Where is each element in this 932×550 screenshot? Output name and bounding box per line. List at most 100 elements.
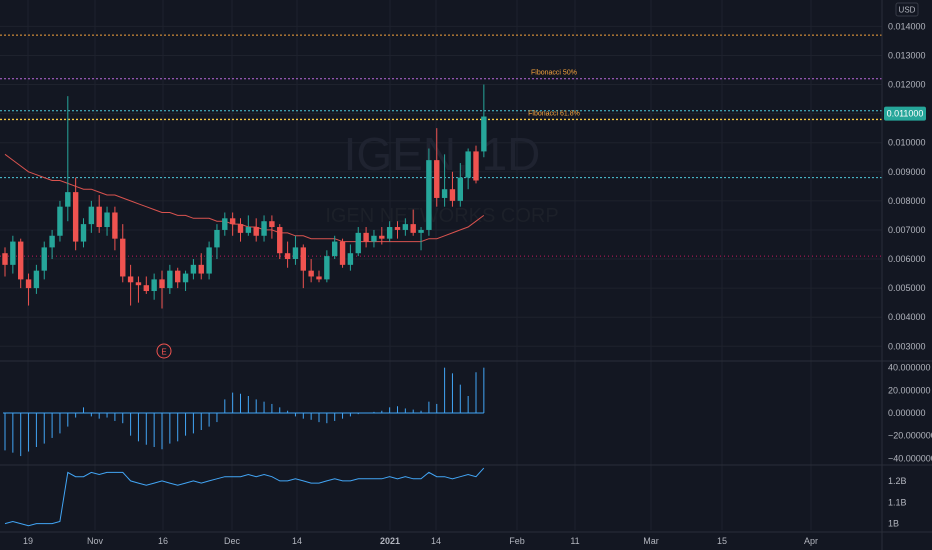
candle[interactable] [182, 270, 189, 292]
candle-body [465, 151, 471, 178]
candle[interactable] [308, 259, 314, 283]
candle-body [308, 270, 314, 277]
currency-label: USD [899, 6, 916, 15]
candle[interactable] [332, 235, 338, 260]
candle[interactable] [198, 253, 204, 280]
candle[interactable] [402, 218, 409, 236]
candle-body [371, 235, 377, 242]
candle[interactable] [363, 227, 369, 248]
obv-axis[interactable]: 1.2B 1.1B 1B [888, 476, 907, 529]
price-tick-label: 0.004000 [888, 312, 926, 322]
candle[interactable] [151, 273, 157, 300]
candle[interactable] [72, 177, 79, 251]
candle[interactable] [292, 235, 299, 265]
candle[interactable] [347, 244, 354, 271]
candle-body [300, 247, 306, 271]
candle[interactable] [277, 224, 283, 260]
candle[interactable] [284, 241, 291, 268]
candle[interactable] [96, 195, 102, 233]
candle-body [434, 160, 440, 198]
candle[interactable] [261, 215, 267, 242]
candle[interactable] [410, 209, 416, 236]
time-tick-label: Nov [87, 536, 104, 546]
candle[interactable] [222, 212, 228, 236]
candle-body [112, 212, 118, 239]
candle[interactable] [143, 276, 149, 294]
candle[interactable] [2, 247, 8, 277]
candle[interactable] [41, 241, 47, 280]
candle[interactable] [434, 128, 440, 207]
candle[interactable] [206, 241, 212, 280]
candle[interactable] [80, 218, 87, 248]
candle[interactable] [441, 154, 448, 207]
candle[interactable] [88, 200, 95, 233]
candle[interactable] [394, 221, 401, 239]
candle[interactable] [269, 215, 275, 239]
candle[interactable] [49, 229, 55, 260]
candle[interactable] [473, 145, 479, 184]
candle[interactable] [324, 250, 330, 283]
candle-body [277, 227, 283, 254]
candle[interactable] [355, 227, 361, 257]
candle-body [159, 279, 165, 289]
price-tick-label: 0.014000 [888, 21, 926, 31]
watermark-symbol: IGEN, 1D [344, 128, 541, 180]
candle[interactable] [167, 264, 173, 294]
candle[interactable] [481, 84, 487, 158]
time-axis[interactable]: 19 Nov 16 Dec 14 2021 14 Feb 11 Mar 15 Apr [0, 531, 932, 546]
histogram-axis[interactable]: 40.000000 20.000000 0.000000 −20.000000 −40.… [888, 363, 932, 464]
time-tick-label: 15 [717, 536, 727, 546]
candle[interactable] [253, 218, 259, 242]
candle[interactable] [18, 238, 24, 289]
candle[interactable] [339, 238, 346, 268]
currency-badge[interactable]: USD [895, 2, 919, 17]
candle[interactable] [33, 264, 40, 294]
candle[interactable] [10, 235, 16, 274]
candle[interactable] [245, 215, 252, 236]
candle[interactable] [237, 218, 244, 242]
candle[interactable] [65, 96, 71, 222]
hist-tick-label: −40.000000 [888, 453, 932, 463]
earnings-marker-label: E [161, 348, 166, 357]
candle[interactable] [120, 224, 126, 283]
candlestick-series[interactable] [2, 84, 487, 309]
candle[interactable] [386, 221, 393, 242]
candle[interactable] [57, 200, 63, 242]
candle[interactable] [135, 276, 142, 303]
candle[interactable] [465, 148, 471, 190]
candle[interactable] [418, 227, 424, 251]
candle[interactable] [379, 227, 385, 245]
candle[interactable] [127, 264, 134, 306]
candle[interactable] [175, 267, 181, 289]
candle[interactable] [25, 273, 32, 306]
candle-body [175, 270, 181, 283]
candle[interactable] [426, 148, 432, 236]
candle[interactable] [112, 206, 118, 251]
candle-body [72, 192, 79, 242]
candle[interactable] [214, 224, 220, 260]
candle[interactable] [300, 244, 306, 289]
candle[interactable] [104, 206, 110, 236]
candle[interactable] [371, 229, 377, 248]
earnings-marker[interactable]: E [156, 343, 172, 359]
candle[interactable] [457, 163, 463, 207]
candle[interactable] [159, 270, 165, 309]
candle-body [143, 285, 149, 292]
candle-body [88, 206, 95, 225]
candle[interactable] [229, 212, 236, 236]
candle[interactable] [316, 270, 322, 283]
price-tick-label: 0.012000 [888, 80, 926, 90]
candle-body [167, 270, 173, 289]
candle[interactable] [449, 171, 456, 207]
candle-body [253, 227, 259, 236]
time-tick-label: Mar [643, 536, 659, 546]
candle[interactable] [190, 259, 197, 280]
fibonacci-61-8-label: Fibonacci 61.8% [528, 110, 580, 117]
price-tick-label: 0.009000 [888, 167, 926, 177]
candle-body [261, 221, 267, 236]
horizontal-lines[interactable]: Fibonacci 50% Fibonacci 61.8% [0, 34, 882, 257]
candle-body [379, 235, 385, 239]
candle-body [120, 238, 126, 277]
current-price-tag-bg [884, 106, 926, 121]
